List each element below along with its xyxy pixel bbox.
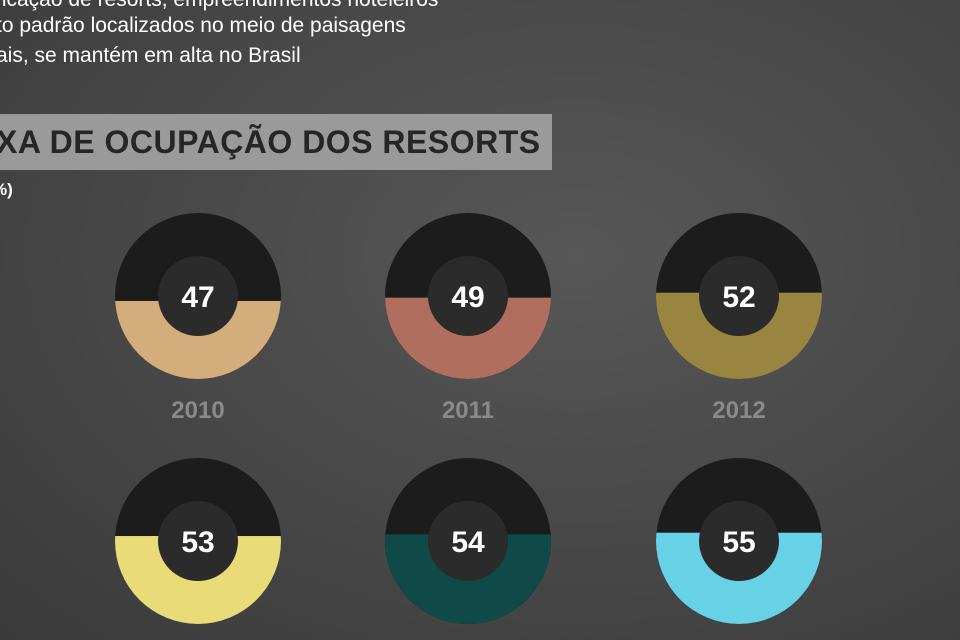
title-box	[0, 114, 552, 170]
donut-hole	[428, 256, 508, 336]
donut-hole	[699, 501, 779, 581]
donut-hole	[158, 256, 238, 336]
donut-hole	[699, 256, 779, 336]
donut-hole	[158, 501, 238, 581]
year-label: 2011	[442, 397, 494, 424]
intro-line: ais, se mantém em alta no Brasil	[0, 44, 301, 67]
donut-hole	[428, 501, 508, 581]
year-label: 2010	[171, 397, 224, 424]
unit-label: %)	[0, 180, 13, 199]
value-label: 53	[181, 526, 214, 559]
chart-title: XA DE OCUPAÇÃO DOS RESORTS	[0, 124, 541, 160]
value-label: 47	[181, 281, 214, 314]
value-label: 52	[722, 281, 755, 314]
value-label: 49	[451, 281, 484, 314]
value-label: 54	[451, 526, 485, 559]
year-label: 2012	[712, 397, 765, 424]
intro-line: to padrão localizados no meio de paisage…	[0, 14, 406, 37]
intro-line: ficação de resorts, empreendimentos hote…	[0, 0, 438, 13]
value-label: 55	[722, 526, 755, 559]
